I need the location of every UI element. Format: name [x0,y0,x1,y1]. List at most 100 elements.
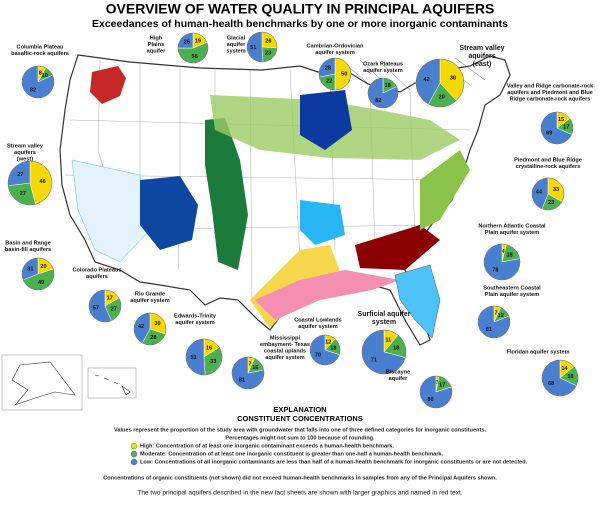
slice-label: 82 [375,98,381,104]
slice-label: 81 [486,327,492,333]
aquifer-name: (west) [17,156,33,162]
slice-label: 49 [38,280,44,286]
slice-label: 18 [506,252,512,258]
slice-label: 51 [250,45,256,51]
title: OVERVIEW OF WATER QUALITY IN PRINCIPAL A… [106,1,495,17]
slice-label: 11 [385,337,391,343]
slice-label: 31 [27,266,33,272]
legend-label: Low: Concentrations of all inorganic con… [140,459,528,465]
aquifer-name: Floridan aquifer system [506,349,569,355]
aquifer-name: (east) [473,61,492,68]
slice-label: 22 [326,79,332,85]
southeast-area [355,225,440,270]
explanation-text: Percentages might not sum to 100 because… [225,435,375,441]
aquifer-name: Plain aquifer system [485,230,539,236]
aquifer-name: aquifers [86,274,108,280]
aquifer-name: aquifer [147,48,166,54]
slice-label: 12 [498,313,504,319]
slice-label: 14 [561,366,568,372]
slice-label: 68 [548,381,554,387]
slice-label: 23 [265,51,271,57]
piedmont-area [420,150,470,230]
slice-label: 18 [567,374,573,380]
aquifer-name: aquifer system [175,320,215,326]
columbia-area [90,66,126,104]
alaska [11,361,76,406]
aquifer-name: Coastal Lowlands [294,317,342,323]
hawaii [94,374,131,396]
slice-label: 20 [439,94,445,100]
aquifer-name: system [372,319,396,326]
aquifer-name: Stream valley [7,143,44,149]
aquifer-name: Stream valley [459,45,504,52]
aquifer-name: embayment- Texas [260,342,310,348]
aquifer-name: aquifer [389,376,408,382]
slice-label: 26 [265,39,271,45]
pie-outline [531,177,565,211]
pie-outline [88,289,122,323]
basin-range-area [71,159,151,263]
aquifer-name: Edwards-Trinity [174,313,217,319]
slice-label: 69 [546,131,552,137]
slice-label: 19 [195,38,201,44]
alaska-inset [1,354,83,411]
aquifer-name: Surficial aquifer [358,311,411,318]
aquifer-name: coastal uplands [264,348,306,354]
explanation-title: EXPLANATION [273,405,326,414]
legend-label: High: Concentration of at least one inor… [140,443,394,449]
slice-label: 82 [30,87,36,93]
pie-outline [483,243,521,281]
aquifer-name: Cambrian-Ordovician [307,43,364,49]
slice-label: 33 [210,359,216,365]
aquifer-name: aquifer [227,42,246,48]
pie-outline [477,305,511,339]
explanation-subtitle: CONSTITUENT CONCENTRATIONS [237,414,363,423]
explanation-text: Values represent the proportion of the s… [114,427,486,433]
slice-label: 20 [40,264,46,270]
slice-label: 8 [39,70,42,76]
pie-outline [133,312,167,346]
slice-label: 50 [341,71,347,77]
aquifer-name: system [226,48,245,54]
pie-outline [367,77,399,109]
aquifer-name: aquifer system [363,68,403,74]
aquifer-name: Plain aquifer system [485,292,539,298]
slice-label: 16 [206,345,212,351]
aquifer-name: Biscayne [386,369,411,375]
slice-label: 38 [450,75,456,81]
aquifer-name: aquifer system [315,50,355,56]
slice-label: 33 [553,187,559,193]
colorado-area [140,176,198,250]
legend: High: Concentration of at least one inor… [130,442,528,466]
slice-label: 44 [536,190,543,196]
aquifer-name: aquifer system [265,355,305,361]
slice-label: 27 [20,191,26,197]
aquifer-name: basin-fill aquifers [5,247,51,253]
aquifer-name: Columbia Plateau [17,44,65,50]
slice-label: 12 [325,339,331,345]
slice-label: 46 [40,179,46,185]
aquifer-name: Ozark Plateaus [363,61,403,67]
slice-label: 27 [111,306,117,312]
slice-label: 18 [385,83,391,89]
pie-outline [540,111,574,145]
footer: The two principal aquifers described in … [137,490,462,497]
cambrian-area [300,90,352,150]
pie-outline [309,334,341,366]
slice-label: 56 [192,54,198,60]
mississippi-area [255,270,400,320]
slice-label: 70 [315,353,321,359]
high-plains-area [205,118,248,270]
aquifer-name: basaltic-rock aquifers [11,51,69,57]
slice-label: 17 [439,383,445,389]
slice-label: 18 [330,345,336,351]
slice-label: 25 [184,39,190,45]
aquifer-name: Northern Atlantic Coastal [478,223,546,229]
slice-label: 18 [393,346,399,352]
slice-label: 4 [502,249,506,255]
pie-outline [21,257,55,291]
legend-swatch [130,458,138,466]
